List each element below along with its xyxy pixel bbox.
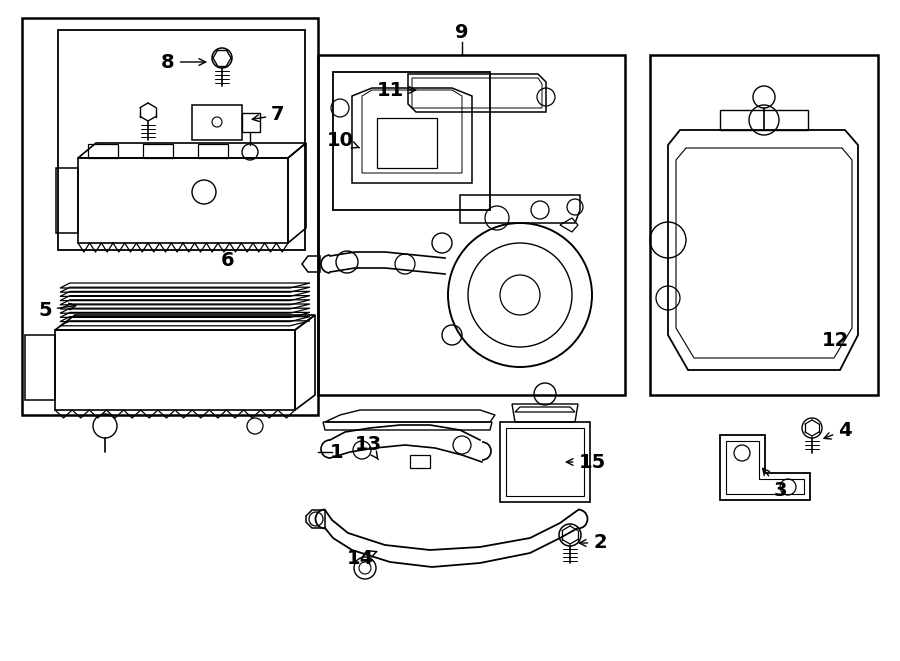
Text: 5: 5 bbox=[38, 301, 76, 319]
Text: 1: 1 bbox=[330, 442, 344, 461]
Bar bbox=[650, 55, 878, 395]
Text: 8: 8 bbox=[161, 52, 206, 71]
Text: 4: 4 bbox=[824, 420, 851, 440]
Text: 13: 13 bbox=[355, 436, 382, 459]
Text: 10: 10 bbox=[327, 130, 359, 149]
Text: 12: 12 bbox=[822, 330, 849, 350]
Text: 14: 14 bbox=[346, 549, 377, 568]
Bar bbox=[377, 118, 437, 168]
Text: 6: 6 bbox=[221, 251, 235, 270]
Text: 11: 11 bbox=[376, 81, 416, 100]
Text: 15: 15 bbox=[566, 453, 606, 471]
Bar bbox=[22, 18, 318, 415]
Text: 2: 2 bbox=[580, 533, 607, 553]
Bar bbox=[58, 30, 305, 250]
Text: 7: 7 bbox=[252, 106, 284, 124]
Bar bbox=[318, 55, 625, 395]
Text: 9: 9 bbox=[455, 22, 469, 42]
Bar bbox=[333, 72, 490, 210]
Text: 3: 3 bbox=[762, 469, 787, 500]
